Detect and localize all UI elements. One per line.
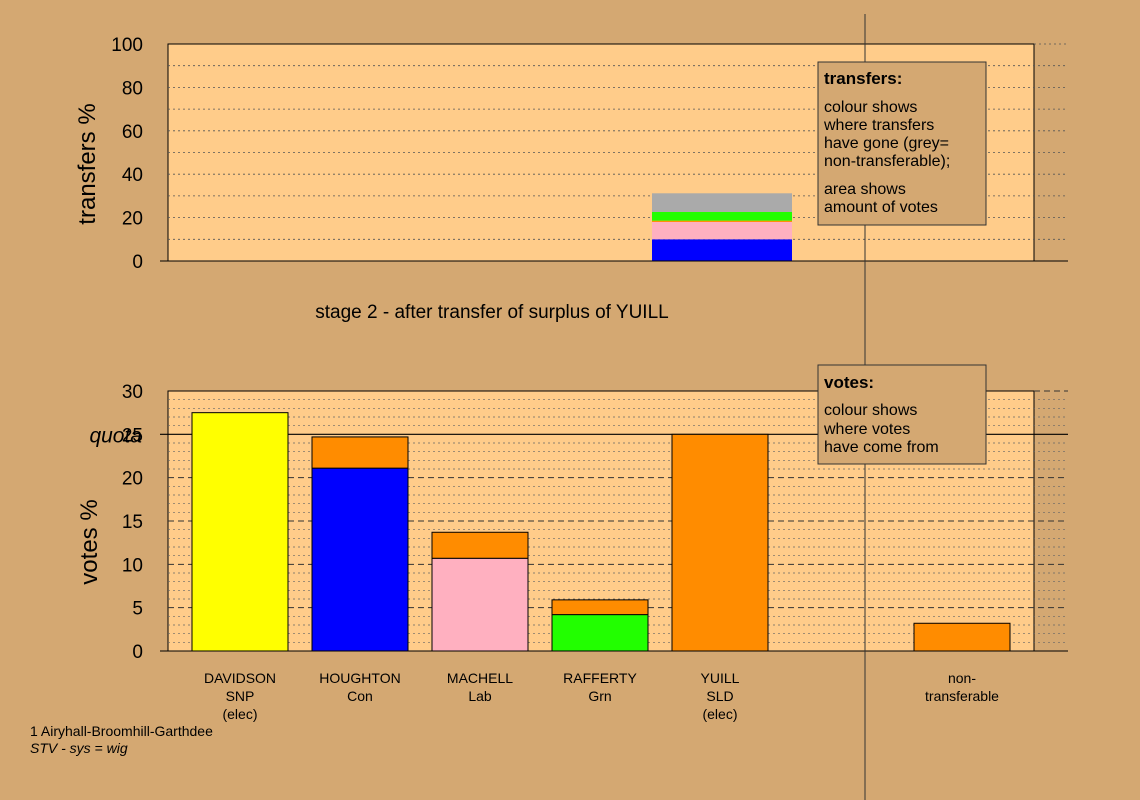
quota-label: quota xyxy=(89,424,142,447)
y-tick-label: 20 xyxy=(122,469,143,490)
candidate-detail: SLD xyxy=(706,688,733,704)
votes-y-axis-title: votes % xyxy=(76,499,103,584)
candidate-detail: Lab xyxy=(468,688,492,704)
transfers-legend-title: transfers: xyxy=(824,69,902,88)
y-tick-label: 0 xyxy=(132,252,143,273)
transfer-segment xyxy=(652,239,792,261)
votes-legend: votes: colour shows where votes have com… xyxy=(817,364,987,465)
transfer-segment xyxy=(652,211,792,221)
y-tick-label: 0 xyxy=(132,642,143,663)
vote-bar-segment xyxy=(191,412,289,652)
candidate-name: RAFFERTY xyxy=(563,670,637,686)
votes-legend-title: votes: xyxy=(824,373,874,392)
votes-panel: 0 5 10 15 20 25 30 quota DAVIDSON SNP (elec) HOUG… xyxy=(76,382,1068,722)
transfers-y-ticks: 0 20 40 60 80 100 xyxy=(111,35,143,273)
y-tick-label: 100 xyxy=(111,35,143,56)
footer-system: STV - sys = wig xyxy=(30,740,128,756)
y-tick-label: 15 xyxy=(122,512,143,533)
votes-y-ticks: 0 5 10 15 20 25 30 xyxy=(122,382,143,663)
footer-ward: 1 Airyhall-Broomhill-Garthdee xyxy=(30,723,213,739)
candidate-detail: (elec) xyxy=(222,706,257,722)
votes-bars xyxy=(191,412,1011,652)
transfer-segment xyxy=(652,193,792,212)
candidate-name: DAVIDSON xyxy=(204,670,276,686)
y-tick-label: 20 xyxy=(122,209,143,230)
vote-bar-segment xyxy=(431,557,529,652)
vote-bar-segment xyxy=(311,467,409,652)
vote-bar-segment xyxy=(311,436,409,469)
candidate-name: YUILL xyxy=(701,670,740,686)
y-tick-label: 80 xyxy=(122,78,143,99)
votes-legend-line: where votes xyxy=(823,421,910,438)
vote-bar-segment xyxy=(431,531,529,559)
candidate-detail: Grn xyxy=(588,688,611,704)
y-tick-label: 60 xyxy=(122,122,143,143)
candidate-name: non- xyxy=(948,670,976,686)
y-tick-label: 5 xyxy=(132,599,143,620)
transfers-legend: transfers: colour shows where transfers … xyxy=(817,61,987,226)
candidate-detail: Con xyxy=(347,688,373,704)
stage-title: stage 2 - after transfer of surplus of Y… xyxy=(315,302,668,323)
transfers-bars xyxy=(652,193,792,261)
vote-bar-segment xyxy=(551,599,649,616)
vote-bar-segment xyxy=(913,622,1011,652)
transfers-legend-line: where transfers xyxy=(823,117,934,134)
y-tick-label: 30 xyxy=(122,382,143,403)
transfer-segment xyxy=(652,220,792,222)
candidate-labels: DAVIDSON SNP (elec) HOUGHTON Con MACHELL Lab RA… xyxy=(204,670,999,722)
transfers-legend-line: have gone (grey= xyxy=(824,135,949,152)
transfers-legend-box xyxy=(817,61,987,226)
transfers-legend-line: colour shows xyxy=(824,99,917,116)
transfers-legend-line: area shows xyxy=(824,181,906,198)
transfers-legend-line: non-transferable); xyxy=(824,153,950,170)
y-tick-label: 10 xyxy=(122,555,143,576)
candidate-name: MACHELL xyxy=(447,670,513,686)
candidate-detail: (elec) xyxy=(702,706,737,722)
votes-legend-box xyxy=(817,364,987,465)
transfer-segment xyxy=(652,221,792,240)
y-tick-label: 25 xyxy=(122,425,143,446)
vote-bar-segment xyxy=(671,433,769,652)
votes-legend-line: have come from xyxy=(824,439,939,456)
candidate-detail: SNP xyxy=(226,688,255,704)
y-tick-label: 40 xyxy=(122,165,143,186)
transfers-y-axis-title: transfers % xyxy=(74,103,101,224)
candidate-name: HOUGHTON xyxy=(319,670,400,686)
vote-bar-segment xyxy=(551,614,649,652)
votes-legend-line: colour shows xyxy=(824,402,917,419)
candidate-detail: transferable xyxy=(925,688,999,704)
transfers-legend-line: amount of votes xyxy=(824,199,938,216)
